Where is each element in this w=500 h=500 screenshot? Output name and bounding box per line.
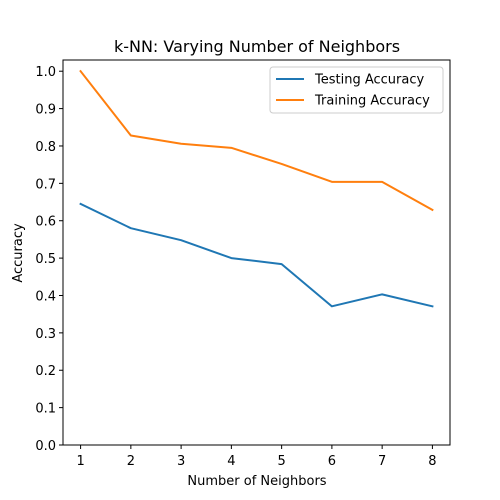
y-tick-label: 0.9 [35,103,56,118]
x-tick-label: 6 [328,454,336,469]
y-tick-label: 0.8 [35,140,56,155]
y-tick-label: 0.0 [35,439,56,454]
plot-area: 1 2 3 4 5 6 7 8 0.0 0.1 0.2 0.3 0.4 0.5 0.6 0.7 0.8 0.9 1.… [35,59,451,469]
y-axis-label: Accuracy [11,223,26,283]
chart-title: k-NN: Varying Number of Neighbors [114,37,400,56]
series-line-2 [79,69,434,212]
series-line-1 [79,202,434,308]
x-tick-label: 1 [76,454,84,469]
legend-label-2: Training Accuracy [314,94,430,109]
y-tick-label: 0.1 [35,402,56,417]
y-tick-label: 0.2 [35,364,56,379]
y-tick-label: 1.0 [35,65,56,80]
axes-frame [62,59,451,446]
x-tick-label: 3 [177,454,185,469]
legend: Testing Accuracy Training Accuracy [269,66,444,114]
x-axis-label: Number of Neighbors [187,474,326,489]
y-tick-label: 0.3 [35,327,56,342]
x-tick-label: 2 [127,454,135,469]
x-tick-label: 4 [227,454,235,469]
x-tick-label: 5 [277,454,285,469]
y-tick-label: 0.7 [35,177,56,192]
y-tick-label: 0.5 [35,252,56,267]
y-tick-label: 0.6 [35,215,56,230]
legend-box [269,66,444,114]
legend-label-1: Testing Accuracy [314,73,424,88]
y-tick-label: 0.4 [35,289,56,304]
x-tick-label: 7 [378,454,386,469]
x-tick-label: 8 [428,454,436,469]
